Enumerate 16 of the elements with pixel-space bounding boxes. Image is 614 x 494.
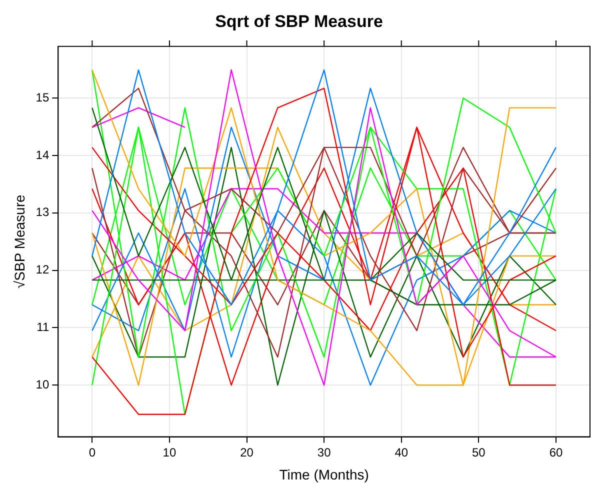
y-tick-label: 12 xyxy=(36,262,50,277)
x-tick-label: 30 xyxy=(317,445,332,460)
y-tick-label: 10 xyxy=(36,377,50,392)
x-tick-label: 50 xyxy=(472,445,486,460)
x-tick-label: 60 xyxy=(549,445,563,460)
y-tick-label: 13 xyxy=(36,205,50,220)
y-tick-label: 11 xyxy=(36,320,50,334)
x-tick-label: 10 xyxy=(162,445,176,460)
y-tick-label: 15 xyxy=(36,90,50,104)
x-tick-label: 0 xyxy=(88,445,96,460)
x-tick-label: 20 xyxy=(240,445,254,460)
chart-title: Sqrt of SBP Measure xyxy=(215,12,383,31)
x-tick-label: 40 xyxy=(394,445,408,460)
y-axis-title: √SBP Measure xyxy=(11,194,28,289)
y-tick-label: 14 xyxy=(36,148,50,162)
x-axis-title: Time (Months) xyxy=(279,466,369,482)
